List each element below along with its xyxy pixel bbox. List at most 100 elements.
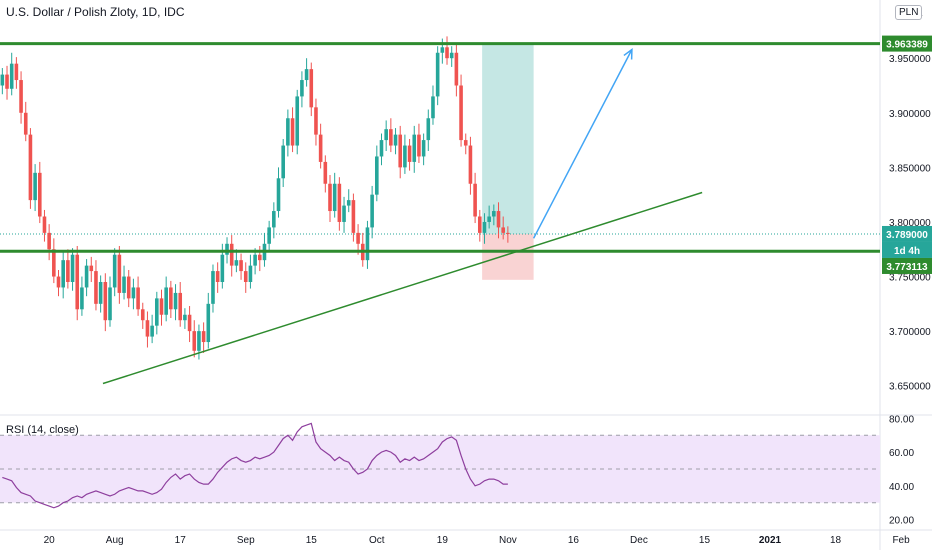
- price-label-box: [882, 225, 932, 242]
- time-tick-label: 15: [699, 535, 711, 546]
- candle: [407, 145, 412, 162]
- trendline[interactable]: [102, 191, 703, 385]
- time-tick-label: Nov: [499, 535, 517, 546]
- rsi-tick-label: 80.00: [889, 414, 914, 425]
- price-tick-label: 3.850000: [889, 163, 931, 174]
- candle: [459, 85, 463, 141]
- candle: [257, 254, 262, 261]
- candle: [150, 325, 154, 337]
- rsi-tick-label: 60.00: [889, 448, 914, 459]
- projection-arrow-head: [623, 47, 633, 60]
- candle: [468, 145, 473, 184]
- candle: [0, 74, 5, 86]
- candle: [178, 292, 183, 321]
- candle: [440, 47, 445, 53]
- candle: [9, 63, 14, 89]
- candle: [243, 271, 248, 282]
- time-tick-label: Sep: [237, 535, 255, 546]
- candle: [370, 194, 374, 228]
- candle: [89, 265, 94, 272]
- candle: [342, 205, 346, 222]
- price-label-box: [882, 35, 932, 52]
- candle: [309, 69, 314, 108]
- candle: [47, 232, 51, 250]
- time-tick-label: 17: [175, 535, 187, 546]
- candle: [61, 260, 65, 288]
- candle: [84, 265, 89, 288]
- candle: [449, 52, 454, 59]
- candle: [206, 303, 211, 343]
- candle: [126, 276, 131, 299]
- price-label-text: 1d 4h: [894, 246, 920, 257]
- candle: [304, 69, 309, 81]
- time-tick-label: 2021: [759, 535, 782, 546]
- rsi-line: [2, 422, 508, 509]
- candle: [337, 183, 342, 222]
- candle: [225, 243, 229, 255]
- rsi-tick-label: 40.00: [889, 482, 914, 493]
- candle: [5, 74, 9, 89]
- candle: [398, 134, 403, 168]
- currency-badge[interactable]: PLN: [895, 5, 923, 20]
- candle: [234, 260, 239, 266]
- time-tick-label: Aug: [106, 535, 124, 546]
- price-label-box: [882, 241, 932, 258]
- candle: [220, 254, 225, 282]
- candle: [477, 216, 482, 233]
- candle: [393, 134, 398, 146]
- projection-arrow[interactable]: [532, 49, 633, 239]
- candle: [454, 52, 459, 86]
- candle: [108, 287, 112, 321]
- candle: [286, 118, 290, 146]
- price-tick-label: 3.650000: [889, 382, 931, 393]
- candle: [215, 271, 220, 282]
- candle: [14, 63, 19, 81]
- candle: [412, 134, 417, 162]
- candle: [33, 172, 37, 201]
- candle: [276, 178, 281, 212]
- candle: [496, 211, 501, 228]
- rsi-title: RSI (14, close): [6, 424, 79, 436]
- time-tick-label: 18: [830, 535, 842, 546]
- candle: [473, 183, 477, 217]
- candle: [136, 287, 140, 310]
- candle: [318, 134, 323, 162]
- price-label-box: [882, 257, 932, 274]
- candle: [80, 287, 84, 310]
- candle: [328, 183, 332, 212]
- time-tick-label: Dec: [630, 535, 648, 546]
- candle: [501, 227, 505, 233]
- candle: [117, 254, 122, 293]
- price-tick-label: 3.800000: [889, 218, 931, 229]
- price-tick-label: 3.750000: [889, 273, 931, 284]
- candle: [417, 134, 421, 157]
- candle: [42, 216, 47, 233]
- candle: [431, 96, 435, 119]
- price-label-text: 3.789000: [886, 230, 928, 241]
- time-tick-label: 19: [437, 535, 449, 546]
- candle: [267, 227, 271, 244]
- time-tick-label: 20: [44, 535, 56, 546]
- candle: [421, 140, 426, 157]
- price-label-text: 3.963389: [886, 40, 928, 51]
- candle: [37, 172, 42, 217]
- candle: [201, 331, 206, 343]
- candle: [492, 211, 496, 217]
- candle: [173, 292, 178, 310]
- candle: [379, 140, 384, 157]
- candle: [253, 254, 257, 266]
- candle: [426, 118, 431, 141]
- candle: [197, 331, 201, 351]
- candle: [281, 145, 285, 179]
- candle: [445, 47, 449, 59]
- candle: [403, 145, 407, 168]
- price-tick-label: 3.700000: [889, 327, 931, 338]
- price-tick-label: 3.950000: [889, 54, 931, 65]
- profit-zone: [482, 43, 534, 234]
- candle: [487, 216, 491, 222]
- symbol-title: U.S. Dollar / Polish Zloty, 1D, IDC: [6, 5, 185, 19]
- time-tick-label: Oct: [369, 535, 385, 546]
- candle: [192, 331, 197, 351]
